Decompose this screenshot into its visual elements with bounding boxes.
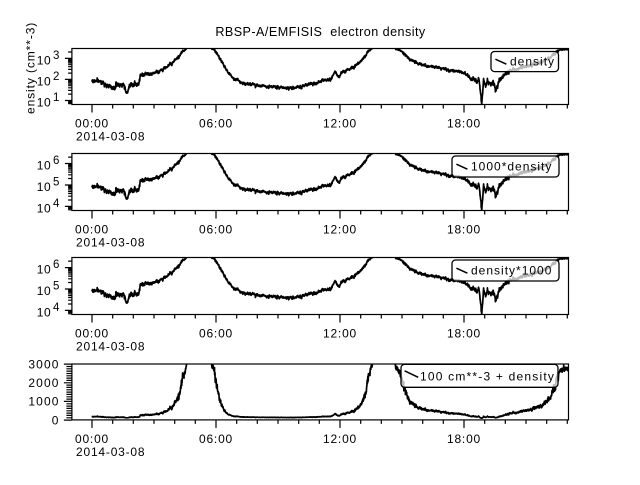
svg-text:5: 5 (53, 281, 59, 293)
svg-text:ensity (cm**-3): ensity (cm**-3) (24, 22, 38, 114)
svg-text:density*1000: density*1000 (471, 264, 552, 278)
svg-text:2014-03-08: 2014-03-08 (76, 445, 145, 459)
svg-text:4: 4 (53, 302, 60, 314)
svg-text:0: 0 (52, 413, 60, 427)
svg-text:6: 6 (53, 155, 59, 167)
svg-text:00:00: 00:00 (75, 432, 109, 446)
svg-text:10: 10 (37, 96, 52, 110)
svg-text:18:00: 18:00 (447, 432, 481, 446)
svg-text:12:00: 12:00 (323, 117, 357, 131)
svg-text:00:00: 00:00 (75, 327, 109, 341)
svg-text:2000: 2000 (28, 376, 59, 390)
svg-text:18:00: 18:00 (447, 327, 481, 341)
svg-text:18:00: 18:00 (447, 117, 481, 131)
svg-text:06:00: 06:00 (199, 223, 233, 237)
svg-text:10: 10 (37, 201, 52, 215)
svg-text:10: 10 (37, 284, 52, 298)
svg-text:12:00: 12:00 (323, 327, 357, 341)
svg-text:10: 10 (37, 180, 52, 194)
svg-text:2014-03-08: 2014-03-08 (76, 130, 145, 144)
svg-text:12:00: 12:00 (323, 223, 357, 237)
svg-text:2014-03-08: 2014-03-08 (76, 340, 145, 354)
svg-text:1000: 1000 (28, 395, 59, 409)
svg-text:6: 6 (53, 259, 59, 271)
svg-text:100 cm**-3 + density: 100 cm**-3 + density (420, 370, 555, 384)
svg-text:1: 1 (53, 92, 59, 104)
svg-text:3: 3 (53, 50, 59, 62)
svg-text:06:00: 06:00 (199, 432, 233, 446)
svg-text:10: 10 (37, 263, 52, 277)
svg-text:RBSP-A/EMFISIS electron densi: RBSP-A/EMFISIS electron density (215, 25, 426, 39)
svg-text:00:00: 00:00 (75, 223, 109, 237)
svg-text:2014-03-08: 2014-03-08 (76, 236, 145, 250)
svg-text:2: 2 (53, 71, 59, 83)
svg-text:10: 10 (37, 159, 52, 173)
svg-text:5: 5 (53, 177, 59, 189)
svg-text:3000: 3000 (28, 357, 59, 371)
svg-text:12:00: 12:00 (323, 432, 357, 446)
svg-text:18:00: 18:00 (447, 223, 481, 237)
svg-text:10: 10 (37, 305, 52, 319)
svg-text:00:00: 00:00 (75, 117, 109, 131)
svg-text:4: 4 (53, 198, 60, 210)
svg-text:06:00: 06:00 (199, 117, 233, 131)
svg-text:density: density (510, 55, 555, 69)
svg-text:06:00: 06:00 (199, 327, 233, 341)
svg-text:10: 10 (37, 53, 52, 67)
svg-text:1000*density: 1000*density (471, 160, 552, 174)
svg-text:10: 10 (37, 74, 52, 88)
